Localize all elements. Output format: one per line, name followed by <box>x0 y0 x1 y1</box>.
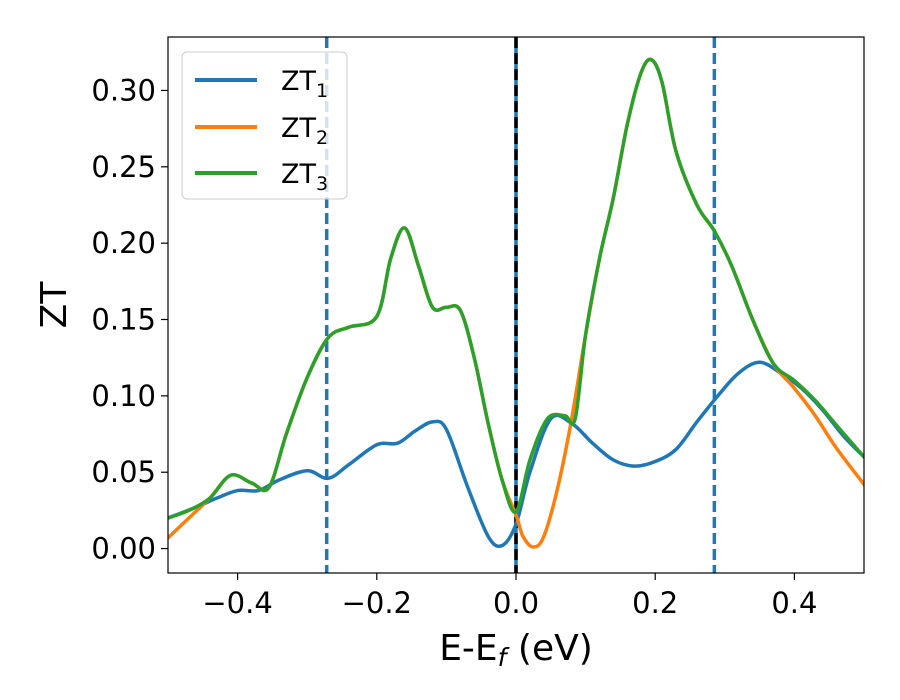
legend-entry-zt3: ZT3 <box>195 159 328 195</box>
x-axis-label-main: E-E <box>439 628 497 669</box>
x-tick-label: 0.4 <box>771 586 817 620</box>
y-tick-label: 0.15 <box>91 303 156 337</box>
legend-entry-zt1: ZT1 <box>195 66 328 102</box>
x-axis-label: E-Ef (eV) <box>439 628 593 672</box>
y-tick-label: 0.00 <box>91 532 156 566</box>
y-axis-label: ZT <box>34 281 75 329</box>
y-tick-label: 0.30 <box>91 73 156 107</box>
series-layer <box>168 57 864 549</box>
x-tick-label: −0.4 <box>202 586 272 620</box>
y-tick-label: 0.25 <box>91 150 156 184</box>
x-axis-label-unit: (eV) <box>506 628 592 669</box>
x-tick-label: 0.2 <box>632 586 678 620</box>
y-axis: 0.00 0.05 0.10 0.15 0.20 0.25 0.30 <box>91 73 168 566</box>
y-tick-label: 0.20 <box>91 226 156 260</box>
y-tick-label: 0.10 <box>91 379 156 413</box>
legend-label-zt1: ZT1 <box>281 66 328 102</box>
legend-label-zt3: ZT3 <box>281 159 328 195</box>
series-line-zt1 <box>168 360 864 549</box>
legend-entry-zt2: ZT2 <box>195 113 328 149</box>
series-line-zt3 <box>168 57 864 520</box>
y-tick-label: 0.05 <box>91 455 156 489</box>
legend: ZT1 ZT2 ZT3 <box>181 51 348 200</box>
legend-label-zt2: ZT2 <box>281 113 328 149</box>
legend-frame <box>181 51 348 200</box>
x-tick-label: −0.2 <box>342 586 412 620</box>
x-tick-label: 0.0 <box>493 586 539 620</box>
x-axis: −0.4 −0.2 0.0 0.2 0.4 <box>202 573 817 620</box>
